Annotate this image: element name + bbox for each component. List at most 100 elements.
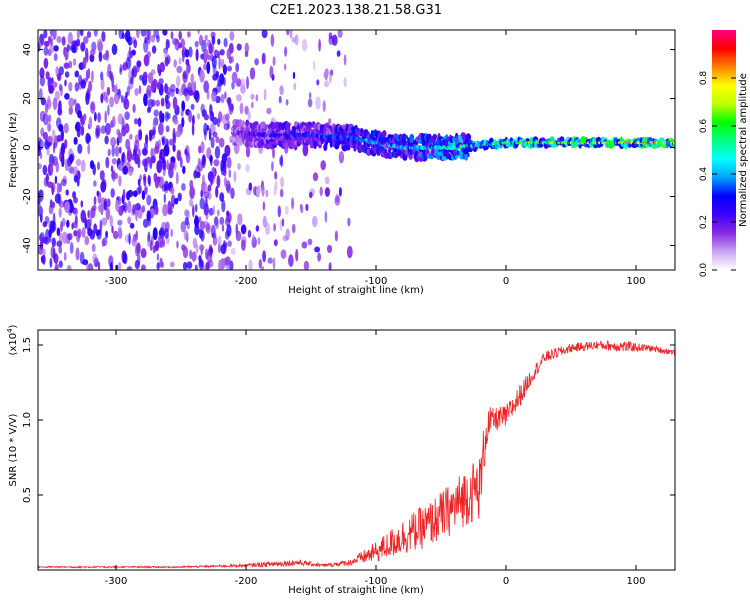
- spectrogram-cell: [190, 73, 195, 85]
- spectrogram-cell: [109, 262, 114, 270]
- snr-line: [38, 340, 675, 569]
- spectrogram-cell: [158, 78, 164, 85]
- spectrogram-cell: [156, 34, 160, 43]
- spectrogram-cell: [224, 144, 231, 157]
- spectrogram-cell: [382, 130, 387, 138]
- spectrogram-cell: [237, 213, 243, 226]
- spectrogram-cell: [39, 75, 46, 87]
- spectrogram-cell: [226, 156, 232, 169]
- spectrogram-cell: [210, 154, 213, 167]
- spectrogram-cell: [328, 262, 332, 270]
- spectrogram-cell: [120, 95, 124, 104]
- spectrogram-cell: [273, 239, 278, 247]
- spectrogram-cell: [204, 34, 208, 42]
- spectrogram-cell: [86, 31, 92, 38]
- spectrogram-cell: [69, 242, 74, 254]
- spectrogram-cell: [75, 121, 81, 133]
- spectrogram-cell: [167, 200, 171, 210]
- spectrogram-cell: [246, 76, 249, 90]
- spectrogram-cell: [57, 107, 63, 116]
- spectrogram-cell: [215, 95, 221, 104]
- spectrogram-cell: [185, 65, 189, 77]
- spectrogram-cell: [194, 264, 198, 270]
- spectrogram-cell: [134, 259, 140, 270]
- spectrogram-cell: [261, 265, 265, 270]
- y-tick-label: -40: [22, 237, 33, 253]
- spectrogram-cell: [80, 125, 85, 136]
- spectrogram-cell: [146, 84, 152, 96]
- spectrogram-cell: [251, 101, 254, 109]
- spectrogram-cell: [456, 150, 460, 156]
- spectrogram-cell: [75, 220, 78, 230]
- spectrogram-cell: [300, 204, 304, 214]
- spectrogram-cell: [148, 175, 152, 187]
- spectrogram-cell: [239, 102, 244, 115]
- colorbar-tick-label: 0.6: [699, 119, 709, 134]
- spectrogram-cell: [42, 113, 49, 126]
- spectrogram-cell: [202, 63, 208, 71]
- spectrogram-cell: [107, 148, 111, 157]
- spectrogram-ylabel: Frequency (Hz): [8, 112, 19, 188]
- spectrogram-cell: [47, 95, 51, 106]
- spectrogram-cell: [149, 239, 153, 252]
- spectrogram-cell: [103, 200, 107, 211]
- figure-title: C2E1.2023.138.21.58.G31: [270, 3, 442, 18]
- spectrogram-cell: [51, 201, 55, 209]
- spectrogram-cell: [214, 146, 221, 159]
- spectrogram-cell: [195, 48, 199, 62]
- spectrogram-cell: [100, 71, 104, 81]
- spectrogram-cell: [220, 93, 225, 104]
- spectrogram-cell: [47, 181, 53, 188]
- spectrogram-cell: [263, 88, 267, 101]
- spectrogram-cell: [56, 36, 62, 44]
- spectrogram-cell: [465, 133, 472, 142]
- spectrogram-cell: [153, 30, 156, 38]
- spectrogram-cell: [164, 180, 169, 191]
- snr-axes: -300 -200 -100 0 100 0.5 1.0 1.5: [22, 330, 675, 587]
- spectrogram-cell: [164, 94, 169, 104]
- spectrogram-cell: [221, 224, 225, 232]
- spectrogram-cell: [272, 56, 276, 66]
- spectrogram-cell: [64, 79, 67, 87]
- spectrogram-cell: [228, 103, 234, 116]
- spectrogram-cell: [205, 212, 209, 220]
- spectrogram-cell: [270, 33, 275, 47]
- colorbar-tick-label: 0.4: [699, 167, 709, 182]
- spectrogram-cell: [156, 262, 160, 270]
- spectrogram-cell: [85, 51, 89, 64]
- spectrogram-cell: [225, 113, 230, 121]
- spectrogram-cell: [68, 106, 74, 115]
- x-tick-label: 100: [626, 276, 645, 287]
- spectrogram-cell: [440, 141, 444, 146]
- spectrogram-cell: [110, 188, 115, 198]
- spectrogram-cell: [113, 172, 119, 180]
- spectrogram-cell: [40, 97, 47, 106]
- spectrogram-cell: [280, 249, 287, 259]
- spectrogram-cell: [56, 240, 63, 247]
- spectrogram-cell: [181, 49, 185, 63]
- spectrogram-cell: [54, 193, 61, 204]
- spectrogram-cell: [93, 180, 97, 187]
- x-tick-label: -100: [365, 576, 388, 587]
- spectrogram-cell: [89, 215, 92, 227]
- spectrogram-cell: [241, 239, 246, 251]
- x-tick-label: 100: [626, 576, 645, 587]
- spectrogram-cell: [39, 67, 45, 79]
- spectrogram-cell: [211, 55, 217, 69]
- spectrogram-cell: [72, 58, 77, 66]
- spectrogram-cell: [216, 83, 222, 93]
- spectrogram-cell: [132, 190, 138, 197]
- spectrogram-cell: [295, 249, 299, 262]
- spectrogram-cell: [432, 138, 435, 144]
- spectrogram-cell: [42, 248, 46, 256]
- spectrogram-cell: [271, 161, 274, 172]
- spectrogram-cell: [172, 144, 176, 152]
- spectrogram-cell: [338, 187, 342, 197]
- spectrogram-cell: [51, 184, 54, 196]
- spectrogram-cell: [45, 71, 50, 80]
- spectrogram-cell: [261, 52, 266, 65]
- spectrogram-cell: [92, 253, 98, 264]
- spectrogram-cell: [198, 145, 202, 154]
- x-tick-label: 0: [503, 276, 509, 287]
- spectrogram-cell: [126, 149, 132, 163]
